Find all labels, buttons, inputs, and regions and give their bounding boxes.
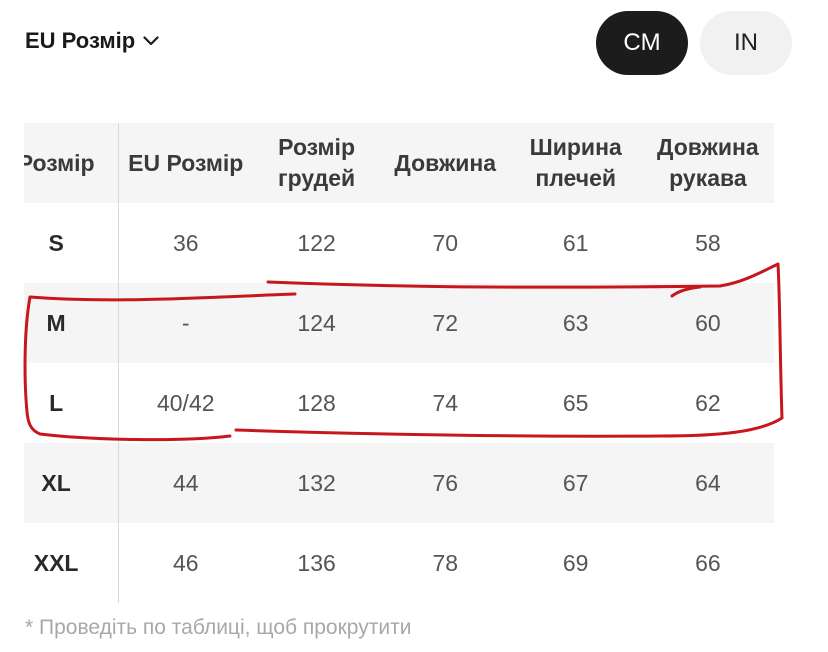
column-header-chest: Розмір грудей <box>252 123 381 203</box>
size-cell: M <box>24 283 120 363</box>
scroll-hint: * Проведіть по таблиці, щоб прокрутити <box>25 616 412 639</box>
sleeve-cell: 58 <box>695 229 721 256</box>
length-cell: 70 <box>432 229 459 256</box>
eu-size-cell: 46 <box>172 549 199 576</box>
length-cell: 72 <box>380 283 510 363</box>
shoulders-cell: 67 <box>509 443 642 523</box>
sleeve-cell: 62 <box>695 389 721 416</box>
unit-cm-button[interactable]: CM <box>596 11 688 75</box>
chest-cell: 122 <box>297 229 336 256</box>
unit-in-button[interactable]: IN <box>700 11 792 75</box>
length-cell: 74 <box>432 389 459 416</box>
table-header-row: Розмір EU Розмір Розмір грудей Довжина Ш… <box>24 123 774 203</box>
table-row: XXL 46 136 78 69 66 <box>24 523 774 603</box>
sleeve-cell: 64 <box>641 443 774 523</box>
size-table-scroll-area[interactable]: Розмір EU Розмір Розмір грудей Довжина Ш… <box>24 123 804 603</box>
size-cell: XXL <box>24 523 120 603</box>
shoulders-cell: 69 <box>562 549 589 576</box>
shoulders-cell: 63 <box>509 283 642 363</box>
chest-cell: 124 <box>252 283 381 363</box>
eu-size-cell: 36 <box>172 229 199 256</box>
table-row: M - 124 72 63 60 <box>24 283 774 363</box>
chest-cell: 132 <box>252 443 381 523</box>
column-header-chest-label: Розмір грудей <box>278 134 356 191</box>
size-cell: XL <box>24 443 120 523</box>
eu-size-cell: - <box>118 283 253 363</box>
column-header-size: Розмір <box>24 123 120 203</box>
eu-size-cell: 44 <box>118 443 253 523</box>
shoulders-cell: 65 <box>562 389 589 416</box>
column-header-shoulders-label: Ширина плечей <box>529 134 622 191</box>
size-system-dropdown[interactable]: EU Розмір <box>25 28 159 54</box>
length-cell: 76 <box>380 443 510 523</box>
size-cell: S <box>24 203 120 283</box>
column-header-sleeve-label: Довжина рукава <box>657 134 759 191</box>
size-table: Розмір EU Розмір Розмір грудей Довжина Ш… <box>24 123 774 603</box>
chevron-down-icon <box>143 36 159 46</box>
sleeve-cell: 66 <box>695 549 721 576</box>
size-system-label: EU Розмір <box>25 28 136 53</box>
eu-size-cell: 40/42 <box>156 389 215 416</box>
chest-cell: 136 <box>297 549 336 576</box>
table-row: XL 44 132 76 67 64 <box>24 443 774 523</box>
sleeve-cell: 60 <box>641 283 774 363</box>
length-cell: 78 <box>432 549 459 576</box>
column-header-sleeve: Довжина рукава <box>641 123 774 203</box>
shoulders-cell: 61 <box>562 229 589 256</box>
column-header-length: Довжина <box>380 123 510 203</box>
table-row: L 40/42 128 74 65 62 <box>24 363 774 443</box>
table-row: S 36 122 70 61 58 <box>24 203 774 283</box>
chest-cell: 128 <box>297 389 336 416</box>
top-bar: EU Розмір CM IN <box>0 0 828 90</box>
column-header-shoulders: Ширина плечей <box>509 123 642 203</box>
column-header-eu-size: EU Розмір <box>118 123 253 203</box>
unit-toggle: CM IN <box>596 11 792 75</box>
size-cell: L <box>24 363 120 443</box>
